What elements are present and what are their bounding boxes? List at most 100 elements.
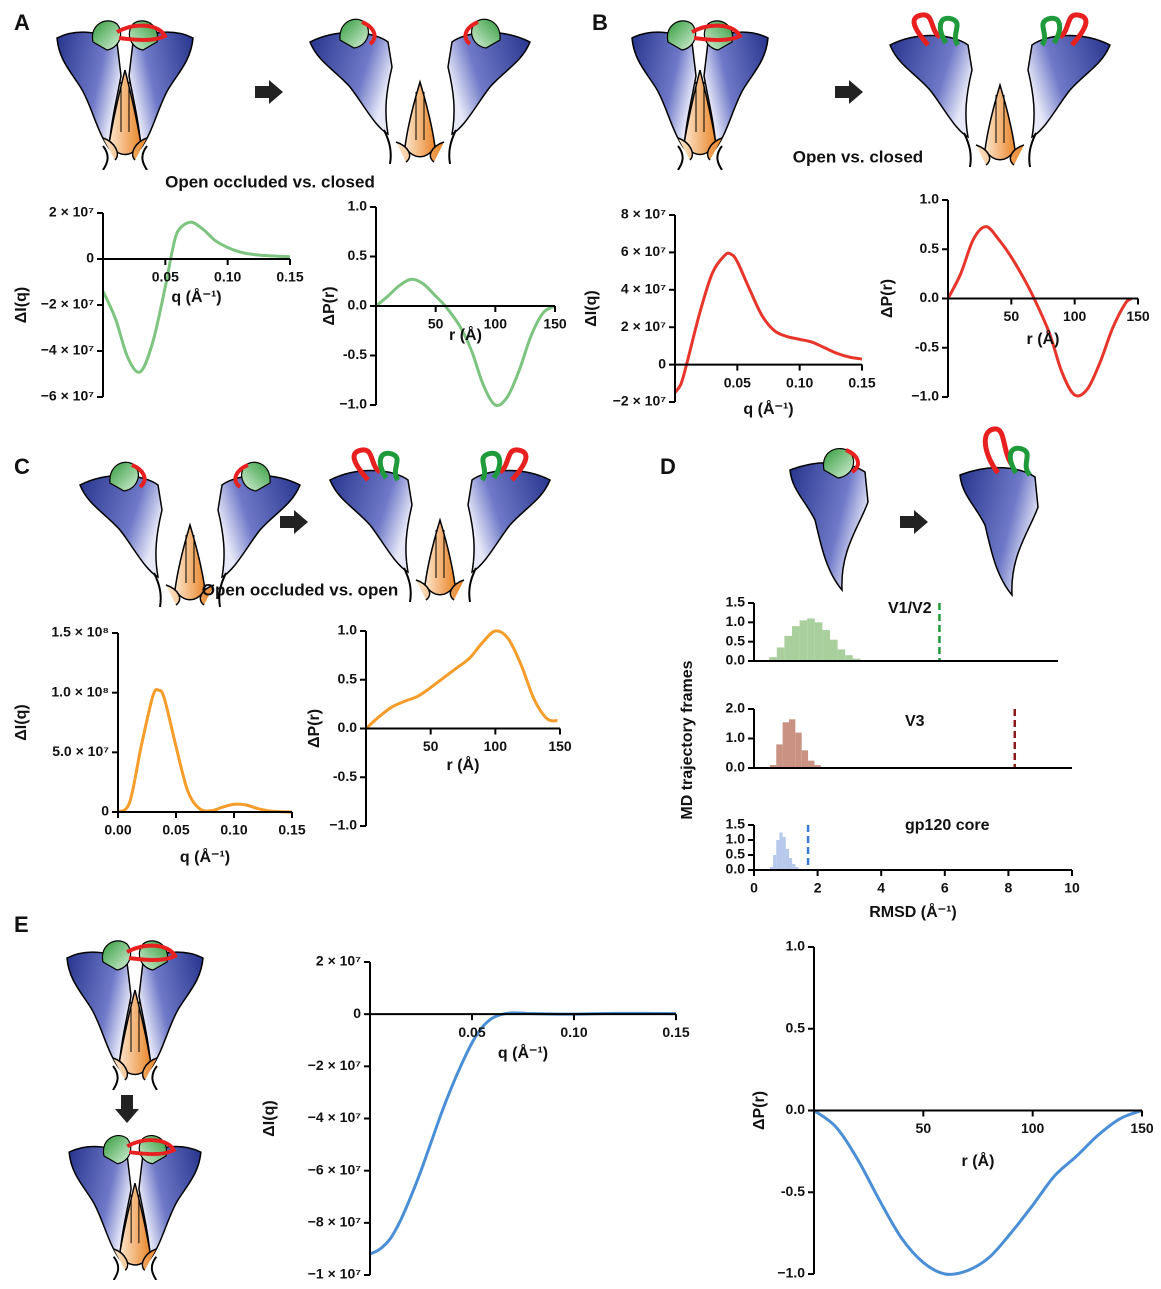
y-tick-label: 1.0 [348,198,368,214]
y-tick-label: −8 × 10⁷ [308,1214,361,1230]
y-axis-label: ΔP(r) [751,1091,768,1130]
x-axis-label: r (Å) [447,755,480,774]
x-axis-label: q (Å⁻¹) [171,287,221,306]
y-tick-label: 1.0 × 10⁸ [51,683,109,699]
x-tick-label: 4 [877,880,885,896]
y-tick-label: 1.5 × 10⁸ [51,624,109,640]
x-tick-label: 0.10 [214,269,241,285]
x-axis-label: RMSD (Å⁻¹) [869,902,957,921]
y-tick-label: 0.5 [726,632,746,648]
x-tick-label: 0.10 [560,1024,587,1040]
y-tick-label: 0.5 [348,247,368,263]
y-axis-label: ΔI(q) [13,287,30,323]
y-tick-label: 0.0 [726,861,746,877]
x-tick-label: 0.05 [152,269,179,285]
y-tick-label: 1.0 [786,938,806,954]
y-tick-label: 0 [86,250,94,266]
x-axis-label: r (Å) [962,1151,995,1170]
y-tick-label: 6 × 10⁷ [621,243,666,259]
histogram-bar [784,636,792,661]
x-tick-label: 0.05 [724,374,751,390]
x-tick-label: 50 [423,738,439,754]
y-tick-label: −1.0 [329,817,357,833]
x-tick-label: 50 [428,316,444,332]
series-label: V3 [905,713,925,730]
y-tick-label: 0.0 [786,1101,806,1117]
x-tick-label: 50 [1004,308,1020,324]
y-tick-label: 4 × 10⁷ [621,281,666,297]
histogram-bar [802,750,808,768]
y-tick-label: 0.0 [338,719,358,735]
x-axis-label: r (Å) [1027,329,1060,348]
histogram-bar [783,722,789,768]
histogram-bar [800,620,808,661]
histogram-bar [773,855,776,870]
y-tick-label: 0.5 [338,670,358,686]
y-axis-label: ΔI(q) [13,704,30,740]
histogram-bar [838,649,846,661]
x-tick-label: 0.10 [786,374,813,390]
y-tick-label: 2 × 10⁷ [621,318,666,334]
panel-letter: E [14,912,29,937]
data-line [948,227,1132,396]
panel-letter: A [14,10,30,35]
x-tick-label: 150 [548,738,572,754]
histogram-bar [792,626,800,661]
y-tick-label: 0.0 [726,652,746,668]
y-tick-label: −6 × 10⁷ [41,388,94,404]
y-tick-label: 0 [658,355,666,371]
y-tick-label: -0.5 [915,338,939,354]
histogram-bar [808,761,814,768]
y-tick-label: −6 × 10⁷ [308,1161,361,1177]
x-axis-label: q (Å⁻¹) [743,399,793,418]
x-tick-label: 6 [941,880,949,896]
y-tick-label: 5.0 × 10⁷ [52,743,109,759]
y-tick-label: 1.0 [726,729,746,745]
y-tick-label: 2 × 10⁷ [49,204,94,220]
y-tick-label: 1.0 [726,613,746,629]
y-tick-label: −4 × 10⁷ [308,1109,361,1125]
histogram-bar [786,849,789,870]
x-tick-label: 50 [916,1120,932,1136]
y-tick-label: 0.5 [920,240,940,256]
y-tick-label: -0.5 [781,1183,805,1199]
y-tick-label: −1.0 [911,388,939,404]
histogram-bar [795,733,801,768]
histogram-bar [776,744,782,768]
data-line [118,690,292,812]
y-tick-label: 8 × 10⁷ [621,206,666,222]
x-tick-label: 0.15 [278,822,305,838]
histogram-bar [789,719,795,768]
panel-caption: Open occluded vs. closed [165,172,375,191]
histogram-bar [789,858,792,870]
panel-letter: C [14,454,30,479]
y-tick-label: -0.5 [333,768,357,784]
x-tick-label: 0 [750,880,758,896]
x-tick-label: 0.15 [848,374,875,390]
histogram-bar [779,833,782,871]
x-tick-label: 2 [814,880,822,896]
cartoons [57,15,1110,1280]
y-tick-label: −1.0 [339,396,367,412]
x-tick-label: 10 [1064,880,1080,896]
y-tick-label: 0.0 [920,289,940,305]
y-tick-label: −2 × 10⁷ [308,1057,361,1073]
histogram-bar [777,647,785,661]
y-tick-label: 1.0 [338,622,358,638]
histogram-bar [830,640,838,661]
x-tick-label: 150 [1130,1120,1154,1136]
series-label: V1/V2 [888,600,932,617]
histogram-bar [815,622,823,661]
x-tick-label: 0.10 [220,822,247,838]
x-tick-label: 100 [1063,308,1087,324]
x-tick-label: 100 [484,316,508,332]
y-tick-label: −1 × 10⁷ [308,1266,361,1282]
x-tick-label: 100 [484,738,508,754]
y-tick-label: −4 × 10⁷ [41,342,94,358]
x-tick-label: 0.05 [162,822,189,838]
y-axis-label: ΔP(r) [306,709,323,748]
y-tick-label: −2 × 10⁷ [41,296,94,312]
y-axis-label: ΔP(r) [321,286,338,325]
x-tick-label: 0.15 [276,269,303,285]
histogram-bar [807,618,815,661]
